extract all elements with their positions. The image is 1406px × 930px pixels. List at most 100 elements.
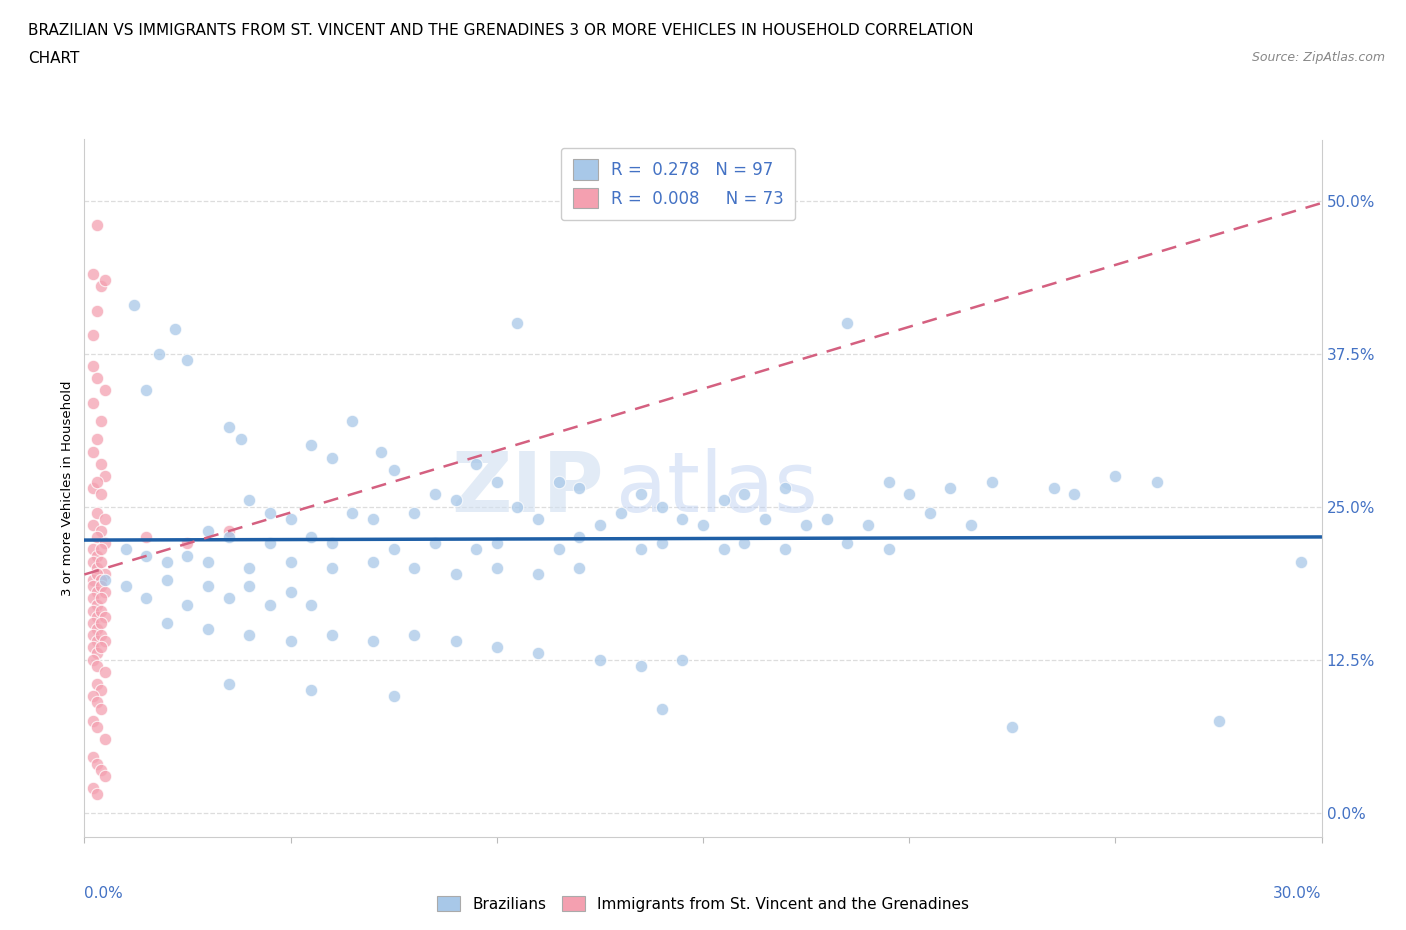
Point [692, 517, 714, 532]
Point [299, 530, 322, 545]
Point [423, 536, 446, 551]
Point [90, 554, 112, 569]
Point [82, 445, 104, 459]
Point [86, 597, 108, 612]
Point [299, 597, 322, 612]
Point [609, 505, 631, 520]
Point [90, 457, 112, 472]
Point [218, 677, 240, 692]
Point [86, 695, 108, 710]
Point [404, 561, 426, 576]
Point [651, 701, 673, 716]
Point [90, 279, 112, 294]
Point [342, 505, 364, 520]
Point [1208, 713, 1230, 728]
Point [630, 487, 652, 502]
Text: 0.0%: 0.0% [84, 885, 124, 901]
Point [82, 573, 104, 588]
Point [382, 542, 405, 557]
Point [713, 542, 735, 557]
Point [568, 561, 591, 576]
Point [94, 469, 117, 484]
Point [589, 652, 612, 667]
Point [90, 616, 112, 631]
Point [94, 609, 117, 624]
Point [671, 512, 693, 526]
Point [589, 517, 612, 532]
Point [82, 713, 104, 728]
Legend: Brazilians, Immigrants from St. Vincent and the Grenadines: Brazilians, Immigrants from St. Vincent … [432, 889, 974, 918]
Point [86, 585, 108, 600]
Point [82, 542, 104, 557]
Point [86, 566, 108, 581]
Point [90, 573, 112, 588]
Point [775, 542, 797, 557]
Point [135, 530, 157, 545]
Point [794, 517, 817, 532]
Point [280, 585, 302, 600]
Point [90, 604, 112, 618]
Point [90, 640, 112, 655]
Point [94, 585, 117, 600]
Point [156, 554, 179, 569]
Point [568, 530, 591, 545]
Point [90, 414, 112, 429]
Point [1289, 554, 1312, 569]
Point [94, 732, 117, 747]
Point [82, 554, 104, 569]
Point [568, 481, 591, 496]
Point [321, 536, 343, 551]
Point [90, 487, 112, 502]
Point [671, 652, 693, 667]
Point [229, 432, 252, 446]
Point [218, 419, 240, 434]
Point [1001, 720, 1024, 735]
Point [382, 689, 405, 704]
Point [837, 536, 859, 551]
Point [90, 628, 112, 643]
Point [444, 493, 467, 508]
Point [898, 487, 921, 502]
Point [280, 633, 302, 648]
Point [404, 505, 426, 520]
Point [86, 530, 108, 545]
Point [939, 481, 962, 496]
Point [259, 536, 281, 551]
Point [82, 578, 104, 593]
Point [404, 628, 426, 643]
Point [148, 346, 170, 361]
Point [114, 542, 136, 557]
Point [527, 566, 550, 581]
Point [299, 438, 322, 453]
Point [980, 474, 1002, 489]
Point [877, 474, 900, 489]
Point [86, 218, 108, 232]
Point [94, 664, 117, 679]
Point [82, 652, 104, 667]
Point [321, 450, 343, 465]
Point [259, 505, 281, 520]
Point [485, 561, 508, 576]
Point [82, 750, 104, 764]
Point [837, 315, 859, 330]
Point [321, 628, 343, 643]
Text: Source: ZipAtlas.com: Source: ZipAtlas.com [1251, 51, 1385, 64]
Point [506, 315, 529, 330]
Point [238, 578, 260, 593]
Point [82, 628, 104, 643]
Point [361, 633, 384, 648]
Text: ZIP: ZIP [451, 447, 605, 529]
Point [82, 604, 104, 618]
Point [733, 536, 755, 551]
Point [176, 352, 198, 367]
Point [1042, 481, 1064, 496]
Point [86, 474, 108, 489]
Point [86, 658, 108, 673]
Point [465, 457, 488, 472]
Point [527, 512, 550, 526]
Point [122, 298, 145, 312]
Point [444, 566, 467, 581]
Point [506, 499, 529, 514]
Point [90, 524, 112, 538]
Point [547, 474, 569, 489]
